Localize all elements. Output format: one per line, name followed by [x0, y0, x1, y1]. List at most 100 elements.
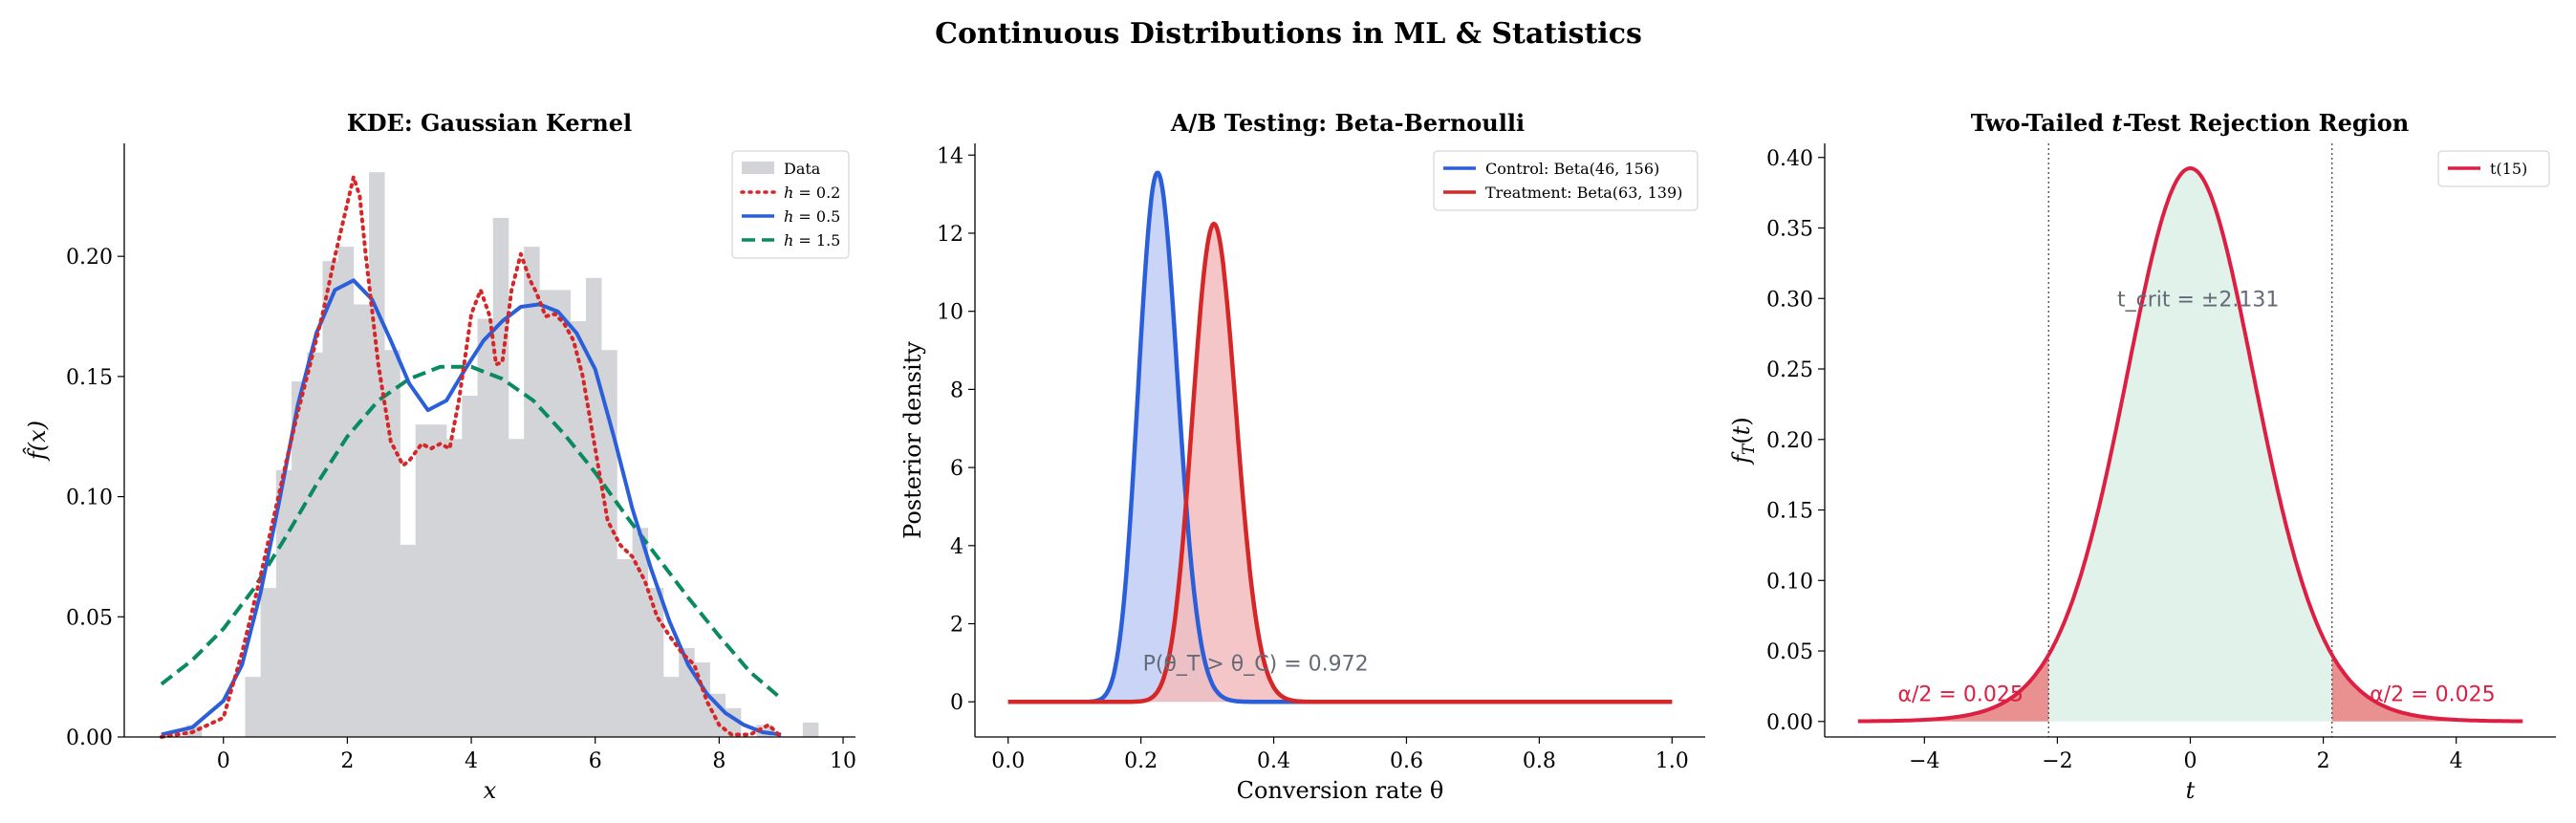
- kde-legend-label: h = 1.5: [784, 231, 840, 249]
- legend-h-value: = 1.5: [793, 231, 840, 249]
- kde-legend-label: Data: [784, 160, 821, 178]
- kde-histogram-bar: [554, 290, 572, 737]
- t-test-panel: Two-Tailed t-Test Rejection Region −4 −2 0…: [1728, 109, 2556, 804]
- ab-x-tick-label: 0.8: [1523, 749, 1556, 773]
- ab-x-axis-label: Conversion rate θ: [1237, 777, 1444, 804]
- t-right-alpha-annotation: α/2 = 0.025: [2370, 682, 2495, 706]
- ttest-ylabel-subscript: T: [1740, 443, 1759, 455]
- ttest-x-tick-label: −4: [1909, 749, 1939, 773]
- legend-h-symbol: h: [784, 231, 793, 249]
- kde-histogram-bar: [601, 350, 617, 737]
- ab-x-tick-label: 0.4: [1257, 749, 1290, 773]
- kde-legend-box: [731, 150, 850, 259]
- ttest-ylabel-t: t: [1728, 425, 1755, 435]
- ab-testing-panel: A/B Testing: Beta-Bernoulli 0.0 0.2 0.4 0.6…: [899, 109, 1705, 804]
- posterior-fill-treatment: [1007, 224, 1673, 703]
- kde-histogram-bar: [369, 172, 385, 737]
- ab-legend-label: Treatment: Beta(63, 139): [1485, 184, 1682, 202]
- ab-x-tick-label: 0.6: [1390, 749, 1423, 773]
- kde-y-tick-label: 0.05: [66, 606, 113, 630]
- kde-histogram-bar: [585, 277, 602, 737]
- kde-histogram-bar: [539, 290, 555, 737]
- ab-y-tick-label: 4: [950, 535, 963, 559]
- ttest-y-tick-label: 0.25: [1766, 358, 1813, 382]
- figure-suptitle: Continuous Distributions in ML & Statist…: [935, 17, 1642, 51]
- kde-y-tick-label: 0.15: [66, 366, 113, 390]
- kde-histogram-bar: [570, 321, 587, 737]
- ttest-y-tick-label: 0.40: [1766, 147, 1813, 171]
- ttest-legend-box: [2437, 150, 2550, 187]
- kde-x-tick-label: 8: [712, 749, 725, 773]
- kde-histogram-bar: [275, 469, 292, 737]
- kde-histogram-bar: [524, 247, 540, 737]
- ab-x-tick-label: 0.2: [1124, 749, 1158, 773]
- ttest-legend-label: t(15): [2490, 160, 2527, 178]
- legend-h-value: = 0.5: [793, 207, 840, 226]
- ttest-x-tick-label: 4: [2450, 749, 2463, 773]
- kde-histogram-bar: [292, 380, 308, 737]
- kde-legend-swatch: [742, 162, 774, 174]
- kde-panel: KDE: Gaussian Kernel 0 2 4 6 8 10 0.00 0.05 0.10…: [23, 109, 856, 804]
- kde-histogram-bar: [384, 350, 400, 737]
- kde-histogram-bar: [508, 439, 525, 737]
- kde-histogram-bar: [322, 261, 338, 737]
- ttest-y-tick-label: 0.20: [1766, 429, 1813, 453]
- posterior-curve-control: [1007, 170, 1674, 704]
- ab-y-tick-label: 14: [937, 144, 963, 168]
- ttest-y-tick-label: 0.05: [1766, 640, 1813, 664]
- kde-histogram-bar: [462, 395, 478, 737]
- kde-x-tick-label: 0: [217, 749, 230, 773]
- kde-histogram-bar: [307, 352, 323, 737]
- ab-y-tick-label: 0: [950, 691, 963, 715]
- t-test-title-part-2: -Test Rejection Region: [2123, 109, 2410, 137]
- kde-legend-label: h = 0.2: [784, 184, 840, 202]
- kde-panel-title: KDE: Gaussian Kernel: [347, 109, 632, 137]
- kde-histogram-bar: [430, 424, 447, 737]
- kde-histogram-bar: [477, 318, 494, 737]
- ttest-x-tick-label: 0: [2184, 749, 2197, 773]
- t-density-curve: [1857, 166, 2523, 724]
- ttest-x-axis-label: t: [2186, 777, 2196, 804]
- kde-x-tick-label: 6: [589, 749, 602, 773]
- ab-y-tick-label: 10: [937, 301, 963, 325]
- ttest-y-tick-label: 0.15: [1766, 500, 1813, 524]
- kde-histogram-bar: [647, 588, 664, 737]
- ab-y-tick-label: 8: [950, 379, 963, 402]
- ttest-x-tick-label: −2: [2042, 749, 2072, 773]
- kde-x-tick-label: 4: [465, 749, 478, 773]
- t-left-alpha-annotation: α/2 = 0.025: [1898, 682, 2024, 706]
- kde-x-tick-label: 10: [830, 749, 856, 773]
- kde-histogram-bar: [337, 247, 355, 737]
- kde-histogram-bar: [446, 439, 463, 737]
- ttest-y-tick-label: 0.35: [1766, 218, 1813, 242]
- t-acceptance-region: [2048, 168, 2332, 722]
- kde-histogram-bar: [632, 528, 649, 737]
- t-test-panel-title: Two-Tailed t-Test Rejection Region: [1971, 109, 2409, 137]
- t-test-title-italic-t: t: [2111, 109, 2122, 137]
- kde-y-axis-label: f̂(x): [23, 421, 51, 462]
- ttest-ylabel-arg: (: [1728, 435, 1755, 444]
- ab-y-tick-label: 2: [950, 614, 963, 638]
- ab-y-tick-label: 6: [950, 457, 963, 481]
- t-critical-annotation: t_crit = ±2.131: [2117, 288, 2279, 312]
- posterior-curve-treatment: [1007, 221, 1674, 704]
- kde-legend-label: h = 0.5: [784, 207, 840, 226]
- kde-histogram-bar: [709, 693, 726, 737]
- legend-h-value: = 0.2: [793, 184, 840, 202]
- ab-y-axis-label: Posterior density: [899, 341, 926, 539]
- kde-histogram-bar: [802, 722, 819, 737]
- kde-histogram-bar: [663, 677, 680, 737]
- kde-histogram-bar: [617, 558, 633, 737]
- kde-y-tick-label: 0.00: [66, 726, 113, 750]
- ttest-ylabel-close: ): [1728, 417, 1755, 425]
- kde-histogram-bar: [353, 304, 370, 737]
- ttest-y-axis-label: fT(t): [1728, 417, 1759, 466]
- posterior-fill-control: [1007, 172, 1673, 703]
- kde-y-tick-label: 0.20: [66, 246, 113, 270]
- ttest-y-tick-label: 0.10: [1766, 570, 1813, 594]
- kde-histogram-bar: [245, 677, 261, 737]
- legend-h-symbol: h: [784, 207, 793, 226]
- ab-probability-annotation: P(θ_T > θ_C) = 0.972: [1143, 652, 1369, 676]
- ab-x-tick-label: 0.0: [991, 749, 1025, 773]
